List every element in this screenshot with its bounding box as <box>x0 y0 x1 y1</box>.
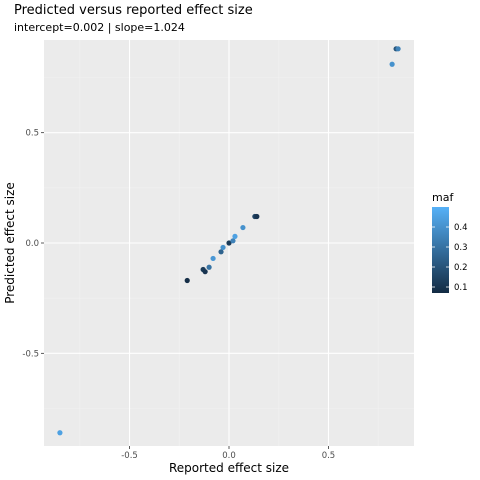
x-axis-ticks: -0.5 0.0 0.5 <box>121 446 335 461</box>
legend-tick-label: 0.4 <box>454 223 468 233</box>
x-tick-label: 0.5 <box>322 451 336 461</box>
chart-title: Predicted versus reported effect size <box>14 3 253 18</box>
data-point <box>206 264 212 270</box>
data-point <box>220 244 226 251</box>
y-tick-label: 0.5 <box>25 129 39 139</box>
legend-tick-label: 0.1 <box>454 283 468 293</box>
data-point <box>202 269 208 275</box>
data-point <box>218 249 224 255</box>
data-point <box>240 224 246 231</box>
legend-colorbar <box>432 207 449 293</box>
x-tick-label: -0.5 <box>121 451 138 461</box>
data-point <box>389 61 395 67</box>
data-point <box>226 240 232 246</box>
legend-tick-label: 0.3 <box>454 243 468 253</box>
legend-ticks: 0.1 0.2 0.3 0.4 <box>432 223 468 293</box>
y-tick-label: 0.0 <box>25 239 39 249</box>
data-point <box>210 255 216 262</box>
legend: maf 0.1 0.2 0.3 0.4 <box>432 191 468 293</box>
data-point <box>57 430 63 436</box>
legend-tick-label: 0.2 <box>454 263 468 273</box>
y-axis-ticks: -0.5 0.0 0.5 <box>22 129 44 359</box>
data-points <box>57 46 401 436</box>
data-point <box>254 213 260 220</box>
data-point <box>395 46 401 52</box>
y-tick-label: -0.5 <box>22 349 39 359</box>
x-axis-title: Reported effect size <box>169 461 289 475</box>
y-axis-title: Predicted effect size <box>3 182 17 304</box>
x-tick-label: 0.0 <box>222 451 236 461</box>
data-point <box>230 238 236 244</box>
data-point <box>184 277 190 284</box>
data-point <box>232 233 238 239</box>
legend-title: maf <box>432 191 454 204</box>
chart-subtitle: intercept=0.002 | slope=1.024 <box>14 21 185 34</box>
